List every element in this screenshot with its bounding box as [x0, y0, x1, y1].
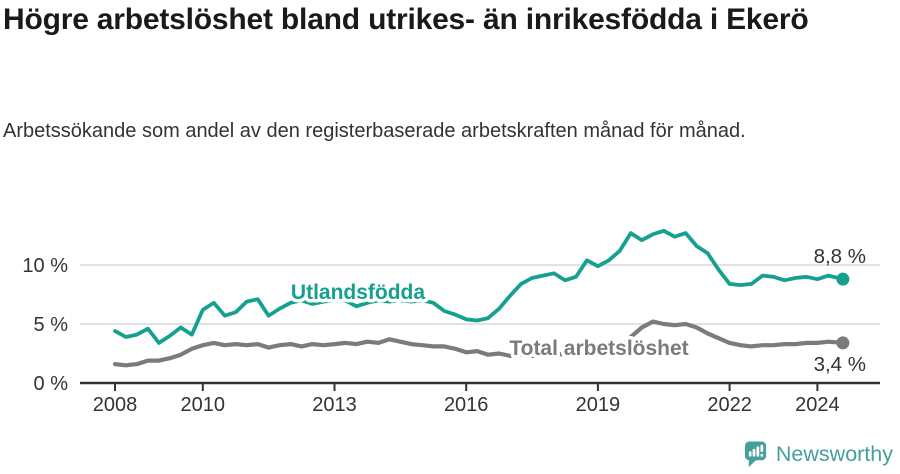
series-name-label: Total arbetslöshet [509, 337, 688, 360]
x-tick-label: 2022 [707, 394, 752, 416]
x-tick-label: 2013 [312, 394, 357, 416]
x-tick-label: 2008 [93, 394, 138, 416]
series-name-label: Utlandsfödda [291, 281, 425, 304]
x-tick-label: 2016 [444, 394, 489, 416]
y-tick-label: 5 % [34, 314, 69, 336]
series-line [113, 228, 845, 345]
series-line [112, 319, 846, 368]
series-end-dot [836, 336, 850, 350]
y-tick-label: 0 % [34, 373, 69, 395]
newsworthy-logo[interactable]: Newsworthy [744, 441, 893, 468]
series-end-value-label: 8,8 % [814, 245, 866, 268]
series-end-value-label: 3,4 % [814, 353, 866, 376]
x-tick-label: 2010 [181, 394, 226, 416]
chart-title: Högre arbetslöshet bland utrikes- än inr… [3, 3, 809, 36]
x-tick-label: 2019 [576, 394, 621, 416]
x-tick-label: 2024 [795, 394, 840, 416]
chart-subtitle: Arbetssökande som andel av den registerb… [3, 120, 746, 142]
newsworthy-logo-text: Newsworthy [775, 442, 893, 466]
series-end-dot [836, 272, 850, 286]
y-tick-label: 10 % [22, 255, 68, 277]
newsworthy-logo-icon [744, 441, 767, 467]
